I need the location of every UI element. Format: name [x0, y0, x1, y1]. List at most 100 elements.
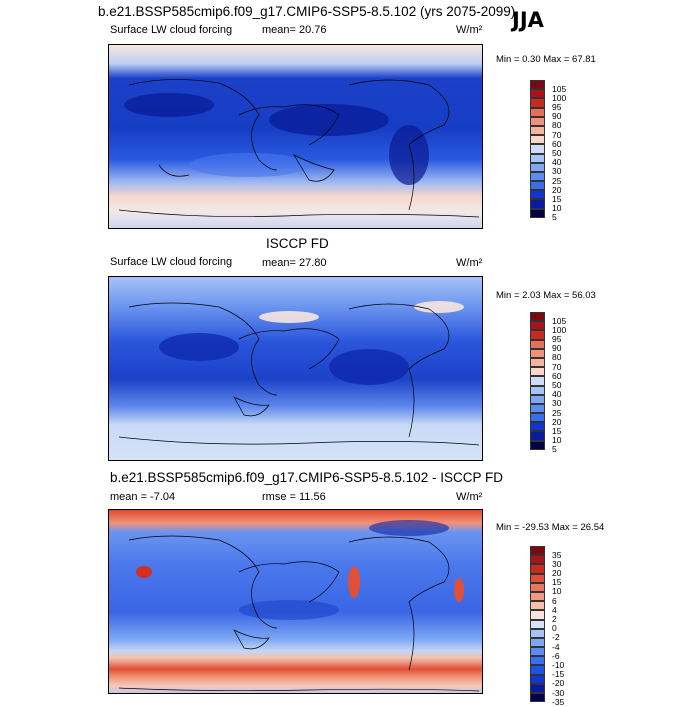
- colorbar-cell: [530, 413, 545, 423]
- colorbar-tick-label: 70: [552, 129, 562, 140]
- colorbar-tick-label: 105: [552, 315, 567, 326]
- colorbar-cell: [530, 555, 545, 565]
- colorbar-cell: [530, 403, 545, 414]
- panel2-variable-label: Surface LW cloud forcing: [110, 256, 233, 268]
- colorbar-cell: [530, 564, 545, 574]
- colorbar-cell: [530, 171, 545, 182]
- panel2-units: W/m²: [456, 257, 483, 269]
- colorbar-cell: [530, 107, 545, 117]
- colorbar-cell: [530, 144, 545, 154]
- colorbar-tick-label: 20: [552, 416, 562, 427]
- colorbar-tick-label: 95: [552, 334, 562, 344]
- colorbar-tick-label: 6: [552, 595, 557, 606]
- colorbar-tick-label: 50: [552, 380, 562, 390]
- colorbar-cell: [530, 125, 545, 136]
- colorbar-tick-label: -4: [552, 641, 560, 652]
- colorbar-cell: [530, 181, 545, 191]
- colorbar-tick-label: 15: [552, 194, 562, 204]
- colorbar-cell: [530, 190, 545, 200]
- panel1-title: b.e21.BSSP585cmip6.f09_g17.CMIP6-SSP5-8.…: [98, 4, 516, 19]
- colorbar-tick-label: 30: [552, 398, 562, 409]
- panel1-mean-value: 20.76: [299, 24, 327, 36]
- colorbar-cell: [530, 116, 545, 126]
- colorbar-tick-label: 90: [552, 343, 562, 354]
- colorbar-cell: [530, 674, 545, 684]
- panel3-title: b.e21.BSSP585cmip6.f09_g17.CMIP6-SSP5-8.…: [110, 470, 503, 485]
- colorbar-cell: [530, 610, 545, 620]
- colorbar-tick-label: 100: [552, 92, 567, 103]
- colorbar-cell: [530, 440, 545, 450]
- colorbar-cell: [530, 339, 545, 349]
- colorbar-tick-label: 95: [552, 102, 562, 112]
- colorbar-tick-label: 15: [552, 577, 562, 588]
- panel3-rmse: rmse = 11.56: [262, 491, 326, 503]
- panel2-map-svg: [109, 277, 482, 460]
- colorbar-tick-label: -15: [552, 669, 565, 680]
- panel2-map: [108, 276, 483, 461]
- panel1-colorbar: [530, 80, 545, 218]
- colorbar-cell: [530, 208, 545, 218]
- colorbar-tick-label: 15: [552, 426, 562, 436]
- colorbar-tick-label: 30: [552, 166, 562, 177]
- colorbar-tick-label: 40: [552, 389, 562, 400]
- colorbar-cell: [530, 348, 545, 358]
- colorbar-tick-label: 100: [552, 324, 567, 335]
- panel1-units: W/m²: [456, 24, 483, 36]
- colorbar-tick-label: -10: [552, 660, 565, 670]
- colorbar-tick-label: 5: [552, 444, 557, 455]
- panel1-map-svg: [109, 45, 482, 228]
- colorbar-tick-label: 90: [552, 111, 562, 122]
- colorbar-cell: [530, 683, 545, 693]
- colorbar-cell: [530, 98, 545, 108]
- colorbar-tick-label: 50: [552, 148, 562, 158]
- colorbar-tick-label: 4: [552, 604, 557, 615]
- colorbar-tick-label: 2: [552, 614, 557, 624]
- panel3-map: [108, 509, 483, 694]
- panel3-mean: mean = -7.04: [110, 491, 176, 503]
- colorbar-tick-label: 105: [552, 83, 567, 94]
- colorbar-cell: [530, 135, 545, 145]
- colorbar-cell: [530, 431, 545, 441]
- season-label: JJA: [512, 8, 544, 32]
- colorbar-cell: [530, 153, 545, 163]
- panel2-mean-label: mean=: [262, 257, 296, 269]
- colorbar-cell: [530, 330, 545, 340]
- colorbar-tick-label: 20: [552, 568, 562, 578]
- colorbar-tick-label: 25: [552, 407, 562, 418]
- panel1-minmax: Min = 0.30 Max = 67.81: [496, 54, 596, 65]
- panel2-mean: mean= 27.80: [262, 257, 327, 269]
- colorbar-tick-label: 10: [552, 203, 562, 214]
- colorbar-cell: [530, 162, 545, 172]
- colorbar-cell: [530, 582, 545, 592]
- colorbar-cell: [530, 376, 545, 386]
- colorbar-cell: [530, 385, 545, 395]
- panel3-colorbar: [530, 546, 545, 703]
- colorbar-cell: [530, 647, 545, 657]
- panel2-title: ISCCP FD: [266, 236, 329, 251]
- panel2-mean-value: 27.80: [299, 257, 327, 269]
- colorbar-tick-label: 35: [552, 549, 562, 560]
- panel3-units: W/m²: [456, 491, 483, 503]
- colorbar-tick-label: -20: [552, 678, 565, 689]
- panel3-map-svg: [109, 510, 482, 693]
- colorbar-tick-label: -30: [552, 687, 565, 698]
- panel1-mean: mean= 20.76: [262, 24, 327, 36]
- colorbar-cell: [530, 656, 545, 666]
- colorbar-tick-label: -35: [552, 696, 565, 707]
- colorbar-tick-label: -6: [552, 650, 560, 661]
- colorbar-cell: [530, 357, 545, 368]
- colorbar-cell: [530, 591, 545, 602]
- colorbar-cell: [530, 619, 545, 629]
- colorbar-tick-label: 10: [552, 586, 562, 597]
- colorbar-cell: [530, 367, 545, 377]
- panel2-colorbar: [530, 312, 545, 450]
- colorbar-tick-label: 80: [552, 352, 562, 363]
- panel3-rmse-value: 11.56: [299, 491, 326, 503]
- panel3-minmax: Min = -29.53 Max = 26.54: [496, 522, 605, 533]
- panel1-variable-label: Surface LW cloud forcing: [110, 24, 233, 36]
- colorbar-tick-label: 30: [552, 558, 562, 569]
- colorbar-tick-label: 0: [552, 623, 557, 634]
- colorbar-tick-label: 5: [552, 212, 557, 223]
- colorbar-cell: [530, 394, 545, 404]
- colorbar-cell: [530, 321, 545, 331]
